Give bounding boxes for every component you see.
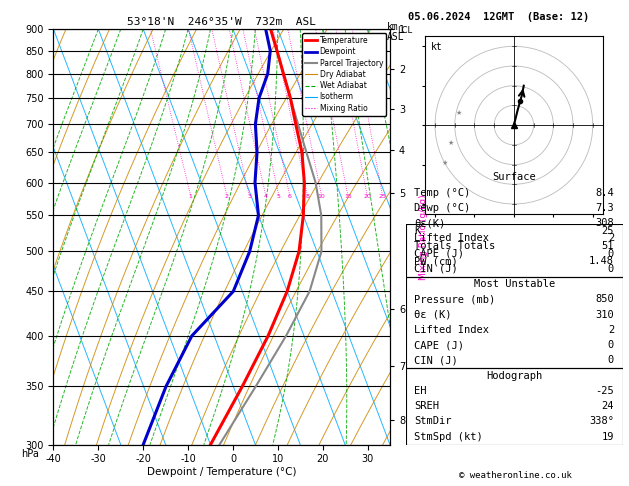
Text: 19: 19 xyxy=(601,432,614,442)
Bar xyxy=(406,170,623,224)
Text: ★: ★ xyxy=(455,110,462,116)
Text: 0: 0 xyxy=(608,355,614,365)
Text: hPa: hPa xyxy=(21,449,39,459)
Text: 2: 2 xyxy=(608,233,614,243)
Text: ★: ★ xyxy=(442,159,448,166)
Text: Hodograph: Hodograph xyxy=(486,371,542,381)
Text: Pressure (mb): Pressure (mb) xyxy=(415,295,496,304)
Text: 3: 3 xyxy=(247,194,251,199)
Text: CIN (J): CIN (J) xyxy=(415,264,458,274)
Text: 0: 0 xyxy=(608,264,614,274)
X-axis label: Dewpoint / Temperature (°C): Dewpoint / Temperature (°C) xyxy=(147,467,296,477)
Text: Surface: Surface xyxy=(493,172,536,182)
Text: 5: 5 xyxy=(277,194,281,199)
Text: Mixing Ratio (g/kg): Mixing Ratio (g/kg) xyxy=(419,194,428,280)
Text: CIN (J): CIN (J) xyxy=(415,355,458,365)
Bar xyxy=(406,368,623,445)
Text: 51: 51 xyxy=(601,241,614,251)
Text: 1: 1 xyxy=(189,194,192,199)
Text: 4: 4 xyxy=(264,194,268,199)
Title: 53°18'N  246°35'W  732m  ASL: 53°18'N 246°35'W 732m ASL xyxy=(127,17,316,27)
Text: 05.06.2024  12GMT  (Base: 12): 05.06.2024 12GMT (Base: 12) xyxy=(408,12,589,22)
Text: 25: 25 xyxy=(379,194,386,199)
Text: CAPE (J): CAPE (J) xyxy=(415,248,464,259)
Text: 8: 8 xyxy=(306,194,309,199)
Text: 0: 0 xyxy=(608,340,614,350)
Text: © weatheronline.co.uk: © weatheronline.co.uk xyxy=(459,471,572,480)
Text: Most Unstable: Most Unstable xyxy=(474,279,555,289)
Bar xyxy=(406,170,623,277)
Text: K: K xyxy=(415,226,421,236)
Text: 10: 10 xyxy=(318,194,325,199)
Text: 15: 15 xyxy=(344,194,352,199)
Text: 24: 24 xyxy=(601,401,614,411)
Text: 308: 308 xyxy=(595,218,614,228)
Text: 8.4: 8.4 xyxy=(595,188,614,197)
Text: 25: 25 xyxy=(601,226,614,236)
Text: Lifted Index: Lifted Index xyxy=(415,233,489,243)
Text: 6: 6 xyxy=(288,194,292,199)
Text: Temp (°C): Temp (°C) xyxy=(415,188,470,197)
Text: 2: 2 xyxy=(225,194,229,199)
Text: StmSpd (kt): StmSpd (kt) xyxy=(415,432,483,442)
Text: 338°: 338° xyxy=(589,417,614,426)
Text: Lifted Index: Lifted Index xyxy=(415,325,489,335)
Text: Dewp (°C): Dewp (°C) xyxy=(415,203,470,213)
Text: kt: kt xyxy=(430,42,442,52)
Text: 1.48: 1.48 xyxy=(589,256,614,266)
Text: km: km xyxy=(387,22,399,32)
Text: 2: 2 xyxy=(608,325,614,335)
Text: 7.3: 7.3 xyxy=(595,203,614,213)
Text: Totals Totals: Totals Totals xyxy=(415,241,496,251)
Text: SREH: SREH xyxy=(415,401,440,411)
Text: ASL: ASL xyxy=(387,32,404,42)
Text: 310: 310 xyxy=(595,310,614,320)
Text: LCL: LCL xyxy=(397,26,412,35)
Text: θε(K): θε(K) xyxy=(415,218,445,228)
Text: 20: 20 xyxy=(363,194,371,199)
Text: ★: ★ xyxy=(448,140,454,146)
Legend: Temperature, Dewpoint, Parcel Trajectory, Dry Adiabat, Wet Adiabat, Isotherm, Mi: Temperature, Dewpoint, Parcel Trajectory… xyxy=(302,33,386,116)
Text: 850: 850 xyxy=(595,295,614,304)
Text: StmDir: StmDir xyxy=(415,417,452,426)
Text: θε (K): θε (K) xyxy=(415,310,452,320)
Bar xyxy=(406,277,623,368)
Text: EH: EH xyxy=(415,386,427,396)
Text: PW (cm): PW (cm) xyxy=(415,256,458,266)
Text: -25: -25 xyxy=(595,386,614,396)
Text: CAPE (J): CAPE (J) xyxy=(415,340,464,350)
Text: 0: 0 xyxy=(608,248,614,259)
